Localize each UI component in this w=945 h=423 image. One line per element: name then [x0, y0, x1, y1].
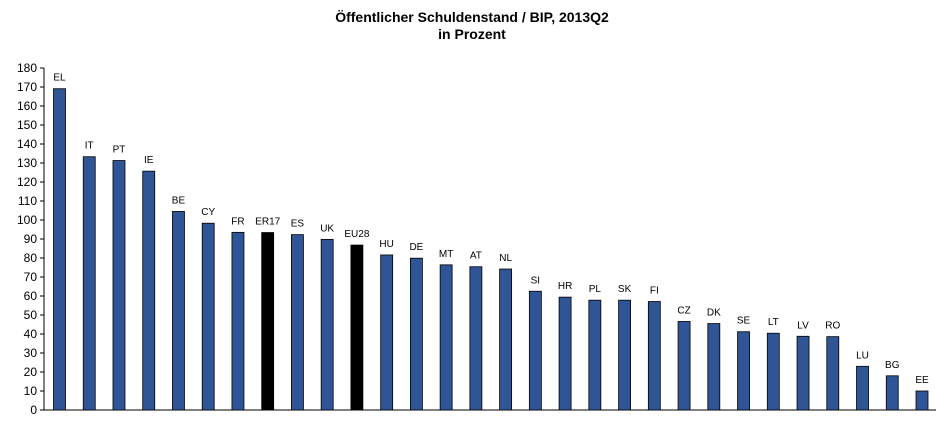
- bar-fr: [231, 231, 245, 411]
- bar-hr: [558, 296, 572, 411]
- bar-label-se: SE: [737, 316, 751, 327]
- bar-label-at: AT: [470, 251, 482, 262]
- bar-label-mt: MT: [439, 249, 453, 260]
- bar-label-ro: RO: [825, 321, 840, 332]
- y-tick-label: 130: [17, 156, 37, 170]
- y-tick-label: 110: [18, 194, 37, 208]
- bar-er17: [261, 232, 275, 411]
- bar-pl: [588, 299, 602, 411]
- bar-lu: [856, 365, 869, 411]
- bar-label-pt: PT: [113, 145, 126, 156]
- bar-uk: [320, 238, 334, 411]
- bar-label-eu28: EU28: [344, 229, 369, 240]
- bar-label-fr: FR: [231, 216, 244, 227]
- y-tick-label: 30: [24, 346, 38, 360]
- bar-label-hr: HR: [558, 281, 572, 292]
- bar-bg: [885, 375, 899, 411]
- bar-cy: [201, 222, 215, 411]
- bar-label-de: DE: [409, 242, 423, 253]
- bar-ro: [826, 336, 840, 411]
- bar-label-lt: LT: [768, 317, 779, 328]
- bar-label-el: EL: [53, 73, 66, 84]
- bar-label-bg: BG: [885, 360, 900, 371]
- bar-label-ie: IE: [144, 155, 154, 166]
- bar-label-nl: NL: [499, 253, 512, 264]
- bar-it: [82, 156, 96, 411]
- bar-label-er17: ER17: [255, 217, 280, 228]
- y-tick-label: 50: [24, 308, 38, 322]
- bar-label-si: SI: [531, 275, 540, 286]
- y-tick-label: 40: [24, 327, 38, 341]
- axes: 0 10 20 30 40 50 60 70 80 90 100 110 120 130 140 150 160…: [17, 61, 936, 417]
- bar-si: [528, 290, 542, 411]
- bar-es: [291, 234, 304, 411]
- bar-lt: [766, 332, 780, 411]
- bar-label-hu: HU: [379, 239, 393, 250]
- bar-sk: [618, 299, 631, 411]
- chart-subtitle: in Prozent: [438, 26, 506, 42]
- bar-be: [172, 211, 185, 411]
- bar-hu: [380, 254, 394, 411]
- y-tick-label: 100: [17, 213, 37, 227]
- bars: [53, 88, 929, 411]
- y-tick-label: 150: [17, 118, 37, 132]
- y-tick-label: 80: [24, 251, 38, 265]
- bar-label-lv: LV: [797, 320, 809, 331]
- bar-label-es: ES: [291, 219, 305, 230]
- bar-lv: [796, 335, 810, 411]
- y-tick-label: 20: [24, 365, 38, 379]
- bar-el: [53, 88, 66, 411]
- y-tick-label: 10: [24, 384, 38, 398]
- bar-label-cy: CY: [201, 207, 215, 218]
- bar-at: [469, 266, 483, 411]
- bar-nl: [499, 268, 513, 411]
- bar-label-sk: SK: [618, 284, 632, 295]
- bar-label-cz: CZ: [677, 305, 690, 316]
- bar-label-lu: LU: [856, 350, 869, 361]
- bar-cz: [677, 321, 691, 411]
- bar-se: [737, 331, 750, 411]
- bar-label-fi: FI: [650, 286, 659, 297]
- bar-ie: [142, 170, 156, 411]
- bar-dk: [707, 323, 721, 411]
- y-tick-label: 120: [17, 175, 37, 189]
- chart-title: Öffentlicher Schuldenstand / BIP, 2013Q2: [335, 9, 609, 25]
- bar-label-it: IT: [85, 141, 94, 152]
- y-tick-label: 0: [30, 403, 37, 417]
- bar-label-dk: DK: [707, 308, 721, 319]
- bar-ee: [915, 390, 929, 411]
- bar-label-uk: UK: [320, 223, 334, 234]
- bar-de: [409, 257, 423, 411]
- bar-label-ee: EE: [915, 375, 929, 386]
- y-tick-label: 140: [17, 137, 37, 151]
- y-tick-label: 90: [24, 232, 38, 246]
- bar-label-be: BE: [172, 195, 186, 206]
- bar-eu28: [350, 244, 364, 411]
- bar-label-pl: PL: [589, 284, 602, 295]
- bar-fi: [647, 301, 661, 411]
- y-tick-label: 180: [17, 61, 37, 75]
- bar-mt: [439, 264, 453, 411]
- bar-pt: [112, 160, 126, 411]
- y-tick-label: 70: [24, 270, 38, 284]
- y-tick-label: 170: [17, 80, 37, 94]
- category-labels: EL IT PT IE BE CY FR ER17 ES UK EU28 HU DE MT AT NL SI HR…: [53, 73, 929, 386]
- y-tick-label: 160: [17, 99, 37, 113]
- y-tick-label: 60: [24, 289, 38, 303]
